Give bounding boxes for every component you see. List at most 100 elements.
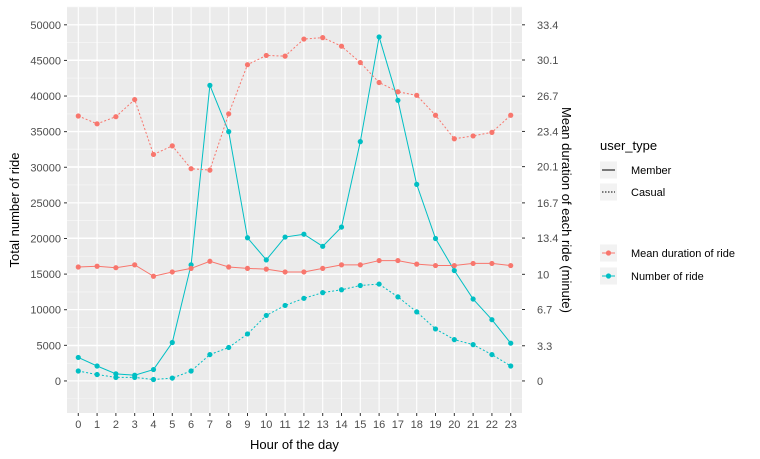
data-point-mean-duration-of-ride-member [489, 260, 495, 267]
data-point-number-of-ride-casual [301, 295, 307, 301]
y-tick-label: 30000 [30, 162, 61, 174]
y2-tick-label: 10 [537, 269, 549, 281]
data-point-number-of-ride-member [357, 139, 363, 145]
data-point-mean-duration-of-ride-member [376, 257, 382, 264]
legend-label-casual: Casual [631, 187, 665, 199]
y-tick-label: 5000 [37, 340, 61, 352]
x-tick-label: 3 [132, 419, 138, 431]
data-point-mean-duration-of-ride-member [113, 265, 119, 271]
legend-label-mean-duration: Mean duration of ride [631, 248, 735, 260]
series-line-number-of-ride-casual [78, 283, 511, 381]
data-point-number-of-ride-member [188, 262, 194, 268]
data-point-number-of-ride-casual [226, 344, 232, 351]
data-point-number-of-ride-casual [432, 326, 439, 332]
x-tick-label: 14 [335, 419, 347, 431]
data-point-mean-duration-of-ride-casual [244, 62, 251, 68]
y-axis-title: Total number of ride [7, 153, 22, 268]
y-tick-label: 10000 [30, 305, 61, 317]
y-tick-label: 20000 [30, 233, 61, 245]
major-gridlines [67, 7, 522, 413]
data-point-number-of-ride-member [432, 235, 439, 242]
data-point-number-of-ride-member [338, 224, 345, 230]
y2-tick-label: 13.4 [537, 233, 558, 245]
y2-tick-label: 30.1 [537, 55, 558, 67]
x-tick-label: 23 [505, 419, 517, 431]
data-point-number-of-ride-casual [508, 363, 514, 369]
legend-title: user_type [600, 138, 657, 153]
data-point-number-of-ride-casual [282, 302, 288, 309]
data-point-number-of-ride-casual [357, 282, 363, 289]
x-axis: 0 1 2 3 4 5 6 7 8 9 10 11 12 13 14 15 16 17 18 19 20 21 22 23 [75, 413, 517, 431]
data-point-mean-duration-of-ride-casual [75, 113, 81, 119]
data-point-number-of-ride-member [470, 296, 476, 302]
data-point-mean-duration-of-ride-member [357, 262, 363, 268]
legend-point-number-of-ride [605, 273, 612, 279]
data-point-number-of-ride-casual [489, 351, 495, 358]
minor-gridlines [67, 6, 522, 400]
data-point-mean-duration-of-ride-casual [414, 92, 420, 98]
data-point-mean-duration-of-ride-member [207, 258, 213, 264]
x-tick-label: 8 [226, 419, 232, 431]
x-tick-label: 9 [244, 419, 250, 431]
legend: user_type Member Casual Mean duration of… [600, 138, 735, 285]
y2-axis-title: Mean duration of each ride (minute) [559, 107, 574, 313]
x-tick-label: 7 [207, 419, 213, 431]
data-point-mean-duration-of-ride-member [132, 262, 138, 268]
data-point-mean-duration-of-ride-member [508, 262, 514, 269]
x-tick-label: 20 [448, 419, 460, 431]
y2-tick-label: 33.4 [537, 20, 558, 32]
data-point-number-of-ride-casual [320, 290, 326, 296]
data-point-number-of-ride-member [414, 181, 420, 187]
data-point-number-of-ride-casual [244, 331, 251, 337]
x-tick-label: 15 [354, 419, 366, 431]
data-point-number-of-ride-member [244, 235, 251, 241]
series-layer [75, 34, 514, 383]
data-point-mean-duration-of-ride-member [301, 269, 307, 275]
x-axis-title: Hour of the day [250, 437, 339, 452]
data-point-mean-duration-of-ride-member [150, 273, 157, 279]
data-point-number-of-ride-casual [188, 368, 194, 374]
y2-tick-label: 20.1 [537, 162, 558, 174]
series-line-mean-duration-of-ride-casual [78, 37, 512, 171]
data-point-number-of-ride-casual [470, 342, 476, 348]
data-point-mean-duration-of-ride-casual [376, 79, 382, 86]
data-point-mean-duration-of-ride-member [338, 262, 345, 268]
y-tick-label: 35000 [30, 127, 61, 139]
data-point-mean-duration-of-ride-casual [169, 143, 175, 149]
data-point-mean-duration-of-ride-casual [132, 96, 138, 103]
data-point-mean-duration-of-ride-member [451, 262, 457, 269]
x-tick-label: 6 [188, 419, 194, 431]
series-line-mean-duration-of-ride-member [78, 260, 511, 277]
data-point-mean-duration-of-ride-casual [451, 136, 457, 142]
data-point-mean-duration-of-ride-casual [470, 133, 476, 139]
data-point-mean-duration-of-ride-casual [188, 166, 194, 172]
data-point-mean-duration-of-ride-casual [94, 121, 100, 127]
legend-label-number-of-ride: Number of ride [631, 271, 704, 283]
y-tick-label: 15000 [30, 269, 61, 281]
data-point-number-of-ride-casual [150, 376, 157, 383]
data-point-mean-duration-of-ride-member [226, 264, 232, 270]
data-point-number-of-ride-member [282, 234, 288, 240]
y2-tick-label: 0 [537, 376, 543, 388]
data-point-mean-duration-of-ride-member [75, 264, 81, 270]
x-tick-label: 21 [467, 419, 479, 431]
x-tick-label: 19 [429, 419, 441, 431]
y2-tick-label: 3.3 [537, 341, 552, 353]
data-point-mean-duration-of-ride-member [470, 260, 476, 267]
y2-tick-label: 6.7 [537, 305, 552, 317]
data-point-number-of-ride-member [451, 267, 457, 274]
data-point-number-of-ride-casual [94, 371, 100, 378]
y2-tick-label: 16.7 [537, 198, 558, 210]
data-point-mean-duration-of-ride-member [395, 257, 401, 264]
data-point-number-of-ride-member [508, 340, 514, 346]
y-tick-label: 0 [55, 376, 61, 388]
legend-point-mean-duration [605, 250, 612, 256]
x-tick-label: 2 [113, 419, 119, 431]
data-point-mean-duration-of-ride-casual [282, 53, 288, 59]
data-point-mean-duration-of-ride-casual [357, 59, 363, 66]
data-point-mean-duration-of-ride-casual [301, 36, 307, 42]
data-point-mean-duration-of-ride-member [263, 266, 269, 272]
x-tick-label: 17 [392, 419, 404, 431]
data-point-mean-duration-of-ride-member [94, 263, 100, 269]
